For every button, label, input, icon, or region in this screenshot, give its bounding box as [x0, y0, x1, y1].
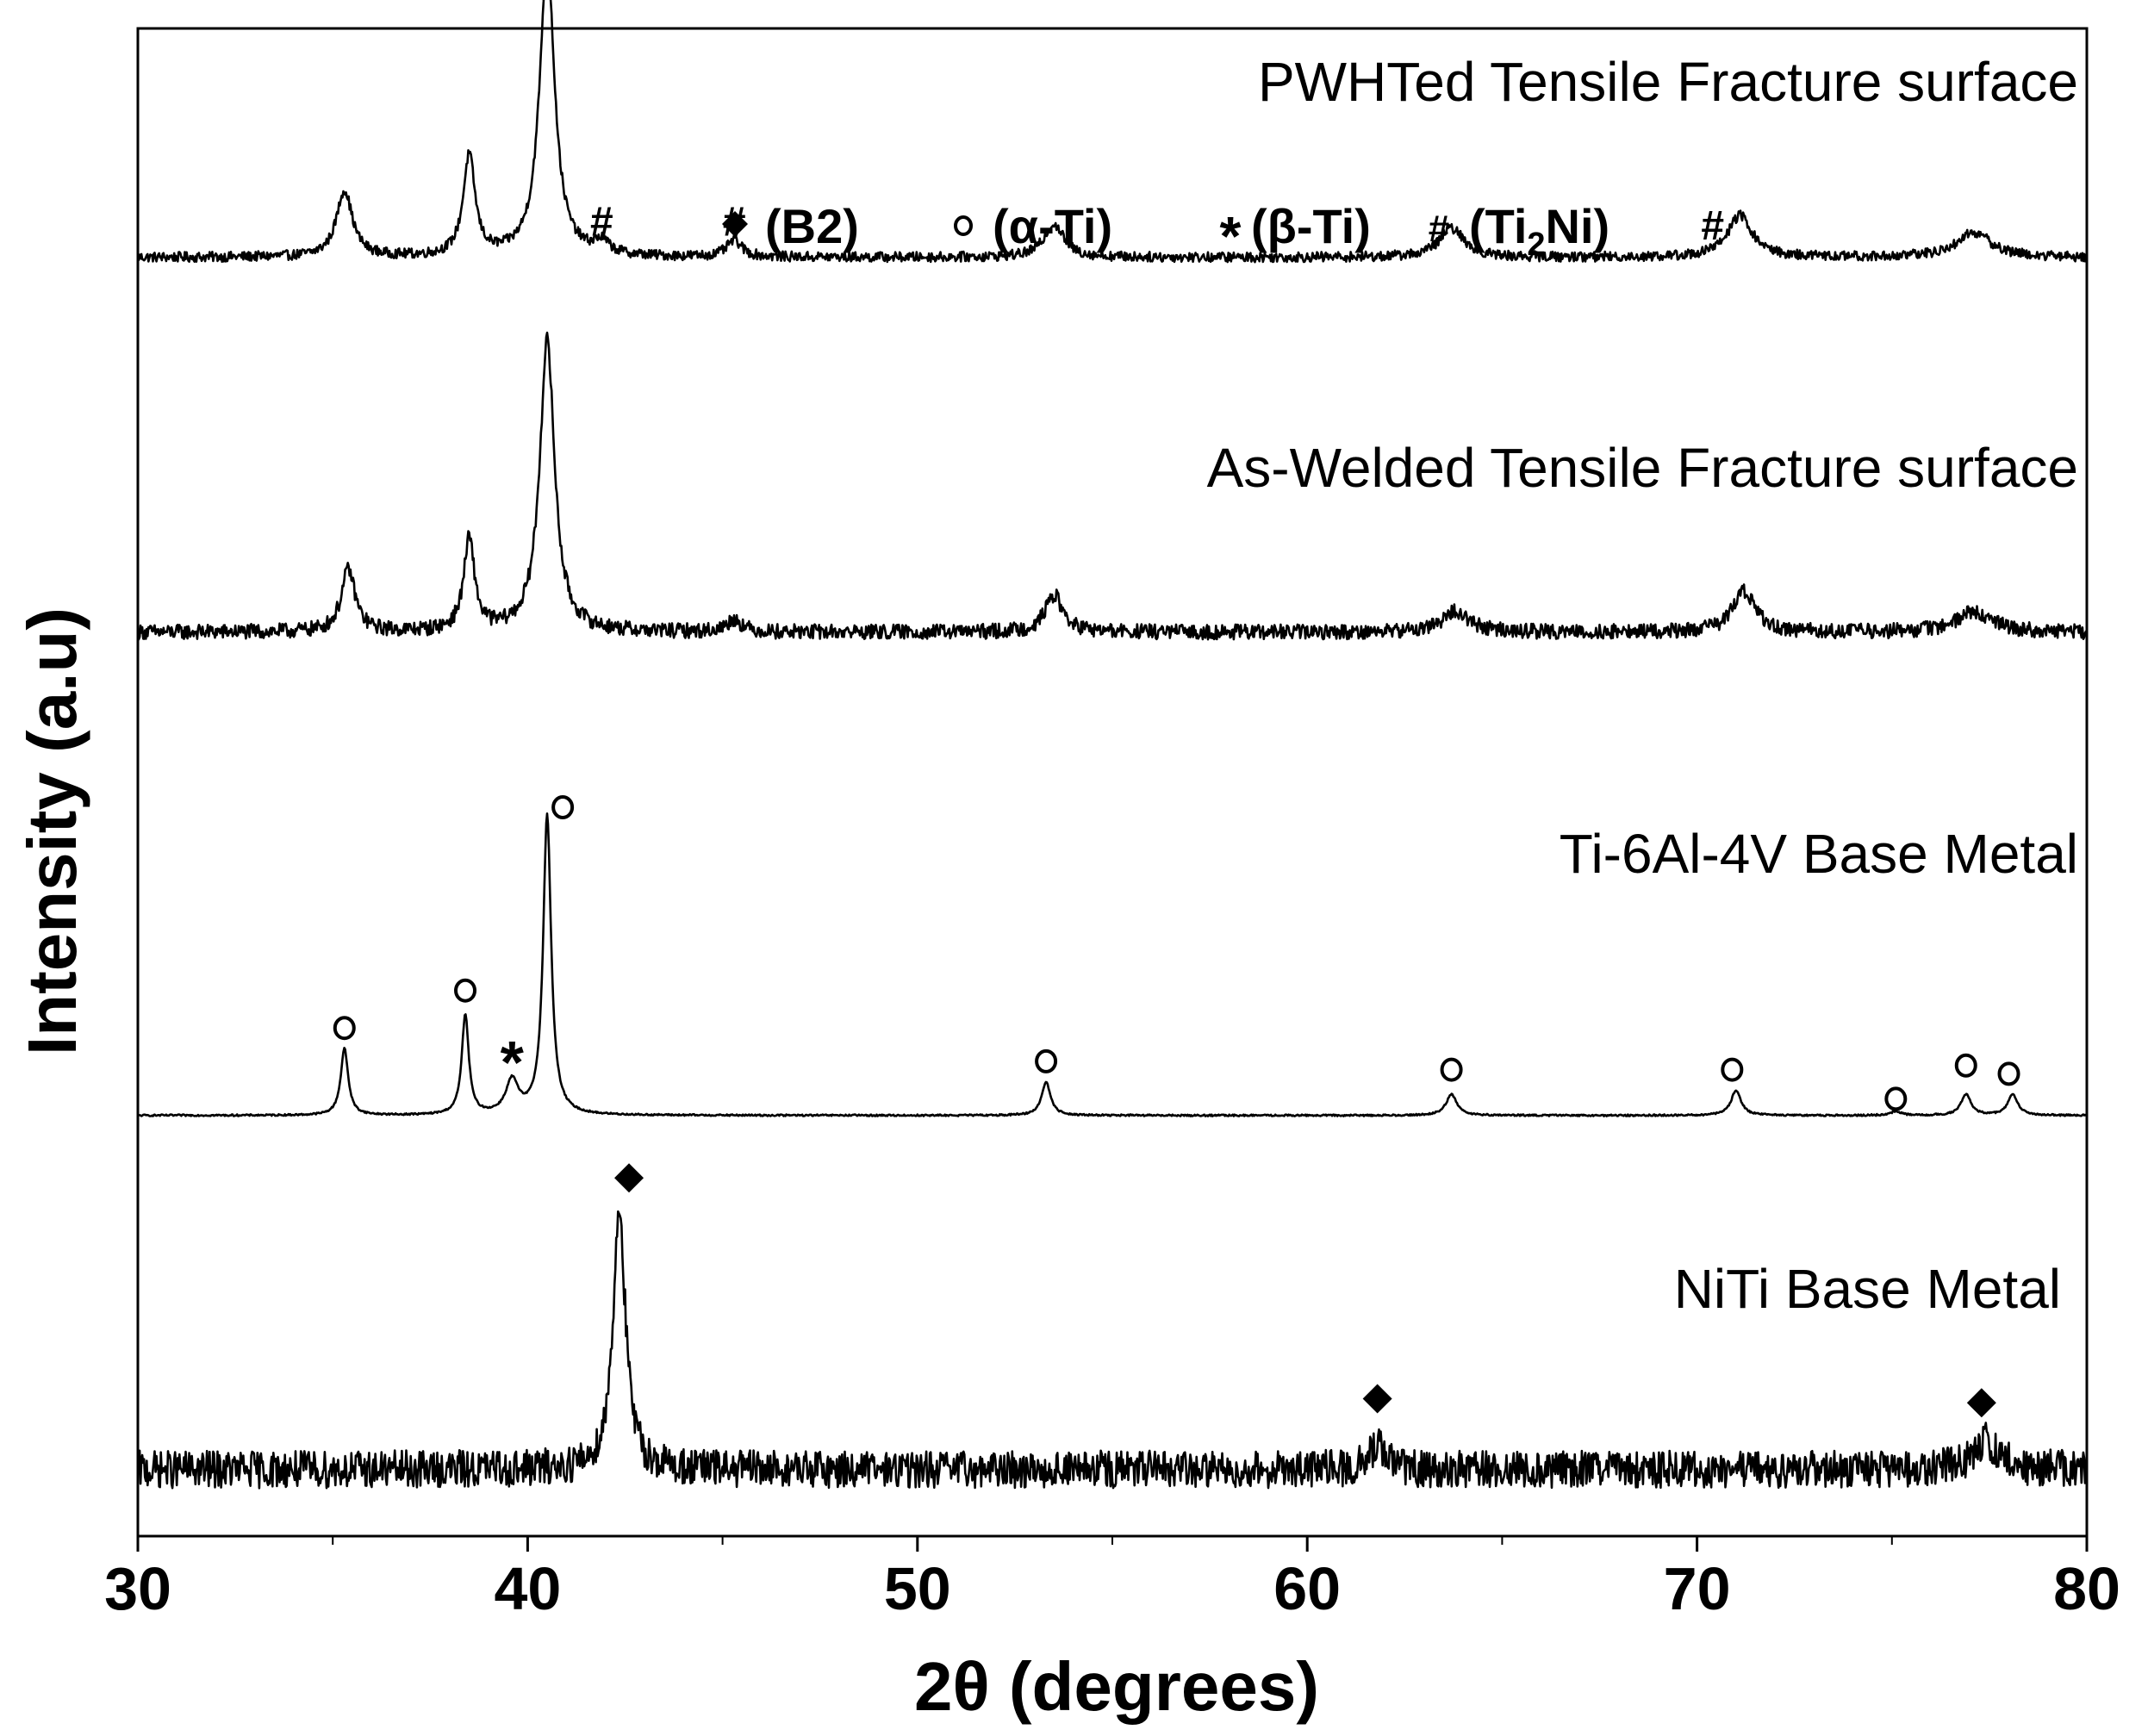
legend-label-ti2ni: (Ti2Ni) — [1469, 199, 1609, 263]
series-label: As-Welded Tensile Fracture surface — [1207, 437, 2078, 499]
legend-label-b2: (B2) — [765, 199, 859, 253]
alpha-ti-circle-marker — [1954, 1053, 1977, 1078]
peak-markers: # # # * — [333, 199, 2020, 1418]
alpha-ti-circle-marker — [551, 795, 575, 820]
alpha-ti-circle-marker — [1884, 1086, 1908, 1111]
series-label: NiTi Base Metal — [1674, 1258, 2061, 1320]
legend-label-alpha-ti: (α-Ti) — [993, 199, 1112, 253]
b2-diamond-marker — [1966, 1388, 1996, 1418]
beta-ti-star-marker: * — [501, 1029, 525, 1096]
legend: (B2) (α-Ti) * (β-Ti) # (Ti2Ni) — [722, 199, 1609, 267]
series-line — [136, 331, 2088, 641]
x-tick-label: 40 — [494, 1555, 561, 1622]
legend-circle-symbol — [954, 215, 973, 236]
alpha-ti-circle-marker — [1035, 1048, 1058, 1073]
alpha-ti-circle-marker — [1997, 1061, 2020, 1086]
x-tick-label: 70 — [1664, 1555, 1731, 1622]
alpha-ti-circle-marker — [454, 978, 477, 1003]
x-axis-ticks: 30 40 50 60 70 80 — [104, 1536, 2120, 1622]
legend-label-beta-ti: (β-Ti) — [1251, 199, 1371, 253]
x-axis-title: 2θ (degrees) — [914, 1648, 1319, 1725]
x-tick-label: 60 — [1273, 1555, 1341, 1622]
b2-diamond-marker — [614, 1163, 644, 1193]
ti2ni-hash-marker: # — [590, 199, 613, 245]
legend-diamond-symbol — [722, 211, 748, 237]
series-line — [136, 0, 2089, 264]
alpha-ti-circle-marker — [333, 1016, 356, 1041]
series-line — [136, 1210, 2089, 1490]
y-axis-title: Intensity (a.u) — [14, 607, 90, 1055]
series-labels: PWHTed Tensile Fracture surface As-Welded… — [1207, 51, 2078, 1320]
b2-diamond-marker — [1362, 1384, 1392, 1414]
series-line — [137, 812, 2088, 1117]
ti2ni-hash-marker: # — [1701, 203, 1724, 249]
series-lines — [136, 0, 2089, 1490]
legend-star-symbol: * — [1220, 205, 1242, 267]
series-label: Ti-6Al-4V Base Metal — [1560, 823, 2078, 885]
x-tick-label: 50 — [884, 1555, 951, 1622]
alpha-ti-circle-marker — [1440, 1057, 1463, 1082]
x-tick-label: 80 — [2053, 1555, 2120, 1622]
legend-hash-symbol: # — [1429, 208, 1449, 250]
x-tick-label: 30 — [104, 1555, 171, 1622]
series-label: PWHTed Tensile Fracture surface — [1258, 51, 2078, 113]
alpha-ti-circle-marker — [1721, 1057, 1744, 1082]
